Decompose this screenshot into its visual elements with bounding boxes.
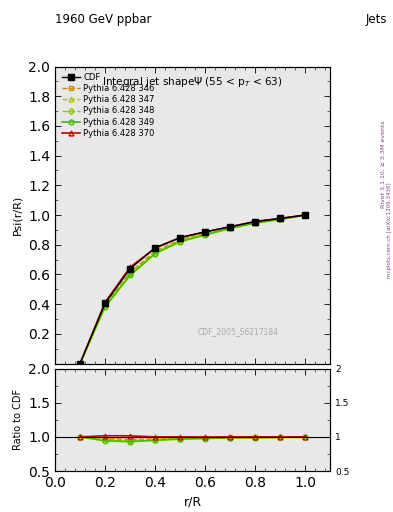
Legend: CDF, Pythia 6.428 346, Pythia 6.428 347, Pythia 6.428 348, Pythia 6.428 349, Pyt: CDF, Pythia 6.428 346, Pythia 6.428 347,… bbox=[59, 71, 157, 140]
Text: Rivet 3.1.10, ≥ 3.3M events: Rivet 3.1.10, ≥ 3.3M events bbox=[381, 120, 386, 208]
X-axis label: r/R: r/R bbox=[184, 496, 202, 508]
Text: mcplots.cern.ch [arXiv:1306.3436]: mcplots.cern.ch [arXiv:1306.3436] bbox=[387, 183, 392, 278]
Text: 1960 GeV ppbar: 1960 GeV ppbar bbox=[55, 13, 152, 26]
Y-axis label: Psi(r/R): Psi(r/R) bbox=[13, 195, 22, 235]
Y-axis label: Ratio to CDF: Ratio to CDF bbox=[13, 389, 23, 451]
Text: CDF_2005_S6217184: CDF_2005_S6217184 bbox=[198, 327, 279, 336]
Text: Jets: Jets bbox=[365, 13, 387, 26]
Text: Integral jet shapeΨ (55 < p$_T$ < 63): Integral jet shapeΨ (55 < p$_T$ < 63) bbox=[102, 75, 283, 90]
